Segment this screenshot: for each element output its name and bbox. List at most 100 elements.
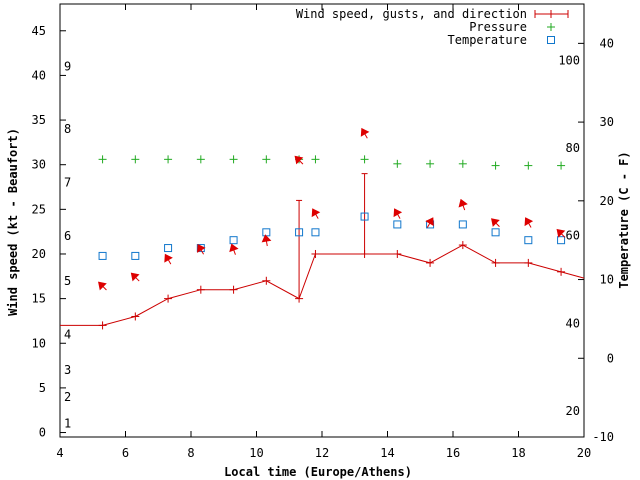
wind-direction-arrow-head xyxy=(98,281,107,291)
y-tick-label: 15 xyxy=(32,292,46,306)
y2-tick-label: -10 xyxy=(592,430,614,444)
pressure-point xyxy=(557,161,566,170)
x-tick-label: 20 xyxy=(577,446,591,460)
legend-label-pressure: Pressure xyxy=(469,20,527,34)
wind-direction-arrow xyxy=(556,228,566,238)
wind-direction-arrow xyxy=(393,208,403,219)
plot-frame-layer xyxy=(59,3,585,438)
wind-direction-arrow xyxy=(425,217,434,228)
wind-direction-arrow-head xyxy=(130,272,140,282)
temperature-point xyxy=(98,251,107,260)
beaufort-label: 2 xyxy=(64,390,71,404)
gust-bar xyxy=(361,173,368,254)
wind-direction-arrow-head xyxy=(311,208,321,218)
x-tick-label: 8 xyxy=(187,446,194,460)
y2-tick-label: 10 xyxy=(600,273,614,287)
y2-tick-label: 0 xyxy=(607,351,614,365)
wind-direction-arrow-head xyxy=(261,234,272,243)
y-tick-label: 35 xyxy=(32,113,46,127)
temperature-point xyxy=(393,220,402,229)
y-tick-label: 25 xyxy=(32,202,46,216)
temperature-point xyxy=(491,228,500,237)
temperature-point xyxy=(262,228,271,237)
y2-tick-label: 40 xyxy=(600,36,614,50)
wind-speed-point xyxy=(131,312,140,321)
wind-direction-arrow xyxy=(360,127,370,139)
fahrenheit-label: 20 xyxy=(566,404,580,418)
wind-direction-arrow-head xyxy=(524,217,534,227)
beaufort-label: 8 xyxy=(64,122,71,136)
gust-bar xyxy=(296,199,303,299)
x-tick-label: 16 xyxy=(446,446,460,460)
temperature-point xyxy=(360,212,369,221)
y-tick-label: 10 xyxy=(32,336,46,350)
x-tick-label: 12 xyxy=(315,446,329,460)
x-axis-label: Local time (Europe/Athens) xyxy=(224,465,412,479)
legend: Wind speed, gusts, and direction Pressur… xyxy=(296,7,569,47)
x-tick-label: 10 xyxy=(249,446,263,460)
wind-direction-arrow xyxy=(294,155,304,165)
wind-direction-arrow-head xyxy=(556,228,566,238)
legend-sample-pressure xyxy=(547,23,555,31)
pressure-point xyxy=(524,161,533,170)
y-tick-label: 20 xyxy=(32,247,46,261)
pressure-point xyxy=(229,155,238,164)
wind-direction-arrow xyxy=(311,208,321,219)
pressure-point xyxy=(491,161,500,170)
fahrenheit-label: 80 xyxy=(566,141,580,155)
beaufort-label: 5 xyxy=(64,274,71,288)
wind-direction-arrow xyxy=(458,198,468,211)
wind-speed-point xyxy=(229,285,238,294)
wind-speed-point xyxy=(98,321,107,330)
wind-direction-arrow-head xyxy=(393,208,403,218)
y-tick-label: 0 xyxy=(39,426,46,440)
wind-speed-point xyxy=(196,285,205,294)
wind-direction-arrow xyxy=(98,281,107,291)
pressure-point xyxy=(164,155,173,164)
wind-direction-arrow-head xyxy=(458,198,468,208)
pressure-point xyxy=(262,155,271,164)
y-tick-label: 40 xyxy=(32,68,46,82)
beaufort-label: 1 xyxy=(64,417,71,431)
wind-direction-arrow-head xyxy=(360,127,370,137)
tick-layer: 4 6 8 10 12 14 16 18 20051015202530354045-100102… xyxy=(32,4,614,460)
beaufort-label: 9 xyxy=(64,59,71,73)
x-tick-label: 6 xyxy=(122,446,129,460)
y-tick-label: 30 xyxy=(32,158,46,172)
pressure-point xyxy=(360,155,369,164)
temperature-point xyxy=(458,220,467,229)
fahrenheit-label: 100 xyxy=(558,54,580,68)
wind-direction-arrow xyxy=(164,253,173,265)
pressure-point xyxy=(196,155,205,164)
x-tick-label: 4 xyxy=(56,446,63,460)
pressure-point xyxy=(426,159,435,168)
wind-speed-point xyxy=(262,276,271,285)
temperature-point xyxy=(131,251,140,260)
y2-tick-label: 30 xyxy=(600,115,614,129)
legend-sample-temperature xyxy=(547,36,555,44)
wind-speed-point xyxy=(524,258,533,267)
temperature-point xyxy=(524,236,533,245)
wind-direction-arrow xyxy=(197,243,206,255)
x-tick-label: 14 xyxy=(380,446,394,460)
temperature-point xyxy=(311,228,320,237)
y-axis-label: Wind speed (kt - Beaufort) xyxy=(6,128,20,316)
wind-direction-arrow-head xyxy=(164,253,173,263)
wind-direction-arrow-head xyxy=(229,243,239,253)
legend-sample-wind-point xyxy=(547,10,555,18)
wind-speed-point xyxy=(491,258,500,267)
beaufort-label: 4 xyxy=(64,327,71,341)
fahrenheit-label: 60 xyxy=(566,228,580,242)
wind-direction-arrow xyxy=(491,218,500,227)
wind-direction-arrow xyxy=(130,272,140,282)
y2-tick-label: 20 xyxy=(600,194,614,208)
wind-speed-point xyxy=(557,267,566,276)
wind-direction-arrow-head xyxy=(425,217,434,227)
legend-sample-wind xyxy=(534,10,569,18)
legend-label-temperature: Temperature xyxy=(448,33,527,47)
wind-direction-arrow-head xyxy=(197,243,206,253)
temperature-point xyxy=(295,228,304,237)
wind-speed-point xyxy=(311,249,320,258)
fahrenheit-label: 40 xyxy=(566,317,580,331)
